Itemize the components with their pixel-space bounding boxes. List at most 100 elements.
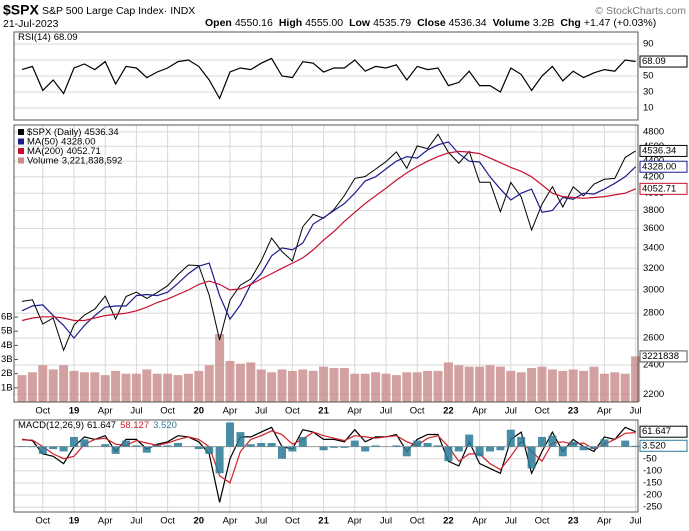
- histogram-bar: [361, 446, 370, 452]
- y-tick-label: 3000: [643, 284, 664, 295]
- histogram-bar: [350, 440, 359, 447]
- volume-bar: [173, 375, 183, 402]
- volume-bar: [204, 365, 214, 402]
- x-tick-label: Jul: [630, 516, 642, 527]
- histogram-bar: [631, 445, 640, 447]
- histogram-bar: [101, 444, 110, 447]
- volume-bar: [90, 372, 100, 402]
- volume-bar: [298, 369, 308, 402]
- histogram-bar: [392, 445, 401, 447]
- y2-tick-label: 4B: [1, 340, 13, 351]
- x-tick-label: Apr: [98, 406, 113, 417]
- volume-bar: [59, 365, 69, 402]
- volume-bar: [350, 373, 360, 402]
- legend-name: MA(50): [27, 136, 58, 147]
- quote-label: Volume: [493, 17, 530, 29]
- y-tick-label: 2800: [643, 308, 664, 319]
- histogram-bar: [413, 440, 422, 447]
- histogram-bar: [194, 446, 203, 450]
- legend-value: 61.647: [87, 420, 116, 431]
- y-tick-label: 4200: [643, 171, 664, 182]
- x-tick-label: Apr: [347, 516, 362, 527]
- histogram-bar: [444, 446, 453, 462]
- volume-bar: [371, 372, 381, 402]
- volume-bar: [631, 356, 641, 402]
- volume-bar: [69, 370, 79, 402]
- x-tick-label: Jul: [505, 516, 517, 527]
- legend-swatch: [18, 129, 24, 135]
- volume-bar: [27, 372, 37, 402]
- histogram-bar: [402, 446, 411, 457]
- histogram-bar: [70, 436, 78, 447]
- histogram-bar: [454, 446, 463, 452]
- y-tick-label: 2200: [643, 389, 664, 400]
- x-tick-label: Jul: [255, 406, 267, 417]
- x-tick-label: 19: [69, 406, 80, 417]
- x-tick-label: Oct: [535, 516, 550, 527]
- histogram-bar: [122, 440, 130, 447]
- histogram-bar: [278, 446, 286, 459]
- volume-bar: [599, 373, 609, 402]
- volume-bar: [485, 365, 495, 402]
- y-tick-label: 3800: [643, 205, 664, 216]
- x-tick-label: Apr: [597, 516, 612, 527]
- histogram-bar: [288, 446, 297, 452]
- legend: $SPX (Daily) 4536.34: [27, 127, 119, 138]
- volume-bar: [319, 366, 329, 402]
- value-box-label: 4536.34: [642, 145, 676, 156]
- volume-bar: [454, 365, 464, 402]
- x-tick-label: Jul: [255, 516, 267, 527]
- volume-bar: [131, 373, 141, 402]
- histogram-bar: [600, 439, 609, 447]
- value-box: [639, 425, 688, 438]
- x-tick-label: Oct: [410, 406, 425, 417]
- histogram-bar: [319, 446, 328, 451]
- y-tick-label: 30: [643, 87, 654, 98]
- volume-bar: [329, 368, 339, 402]
- volume-bar: [111, 370, 121, 402]
- histogram-bar: [621, 440, 630, 447]
- x-tick-label: Jul: [130, 406, 142, 417]
- value-box-label: 61.647: [642, 426, 671, 437]
- histogram-bar: [142, 446, 151, 453]
- quote-label: Low: [349, 17, 371, 29]
- legend-value: 58.127: [120, 420, 149, 431]
- volume-bar: [225, 360, 235, 402]
- x-tick-label: Oct: [285, 406, 300, 417]
- volume-box-label: 3221838: [642, 351, 679, 362]
- x-tick-label: Oct: [535, 406, 550, 417]
- x-tick-label: 22: [443, 406, 454, 417]
- volume-bar: [79, 372, 89, 402]
- legend: Volume 3,221,838,592: [27, 155, 122, 166]
- legend: MA(50) 4328.00: [27, 136, 96, 147]
- legend-name: MACD(12,26,9): [18, 420, 84, 431]
- quote-value: 4536.34: [449, 17, 487, 29]
- volume-bar: [568, 369, 578, 402]
- histogram-bar: [475, 446, 484, 457]
- histogram-bar: [257, 443, 266, 447]
- histogram-bar: [174, 443, 182, 447]
- volume-bar: [464, 366, 474, 402]
- y2-tick-label: 6B: [1, 312, 13, 323]
- volume-bar: [267, 372, 277, 402]
- y-tick-label: 2400: [643, 360, 664, 371]
- x-tick-label: Apr: [347, 406, 362, 417]
- y-tick-label: -250: [643, 502, 662, 513]
- histogram-bar: [486, 446, 494, 452]
- histogram-bar: [267, 443, 276, 447]
- volume-bar: [527, 368, 537, 402]
- y-tick-label: 90: [643, 39, 654, 50]
- x-tick-label: Oct: [410, 516, 425, 527]
- y2-tick-label: 1B: [1, 382, 13, 393]
- volume-bar: [558, 370, 568, 402]
- volume-bar: [38, 365, 48, 402]
- x-tick-label: 23: [568, 516, 579, 527]
- legend-value: 4052.71: [66, 146, 100, 157]
- legend-value: 4536.34: [84, 127, 118, 138]
- quote-value: 4555.00: [305, 17, 343, 29]
- legend-swatch: [18, 157, 24, 164]
- x-tick-label: 21: [318, 406, 329, 417]
- histogram-bar: [434, 445, 442, 447]
- histogram-bar: [558, 446, 567, 457]
